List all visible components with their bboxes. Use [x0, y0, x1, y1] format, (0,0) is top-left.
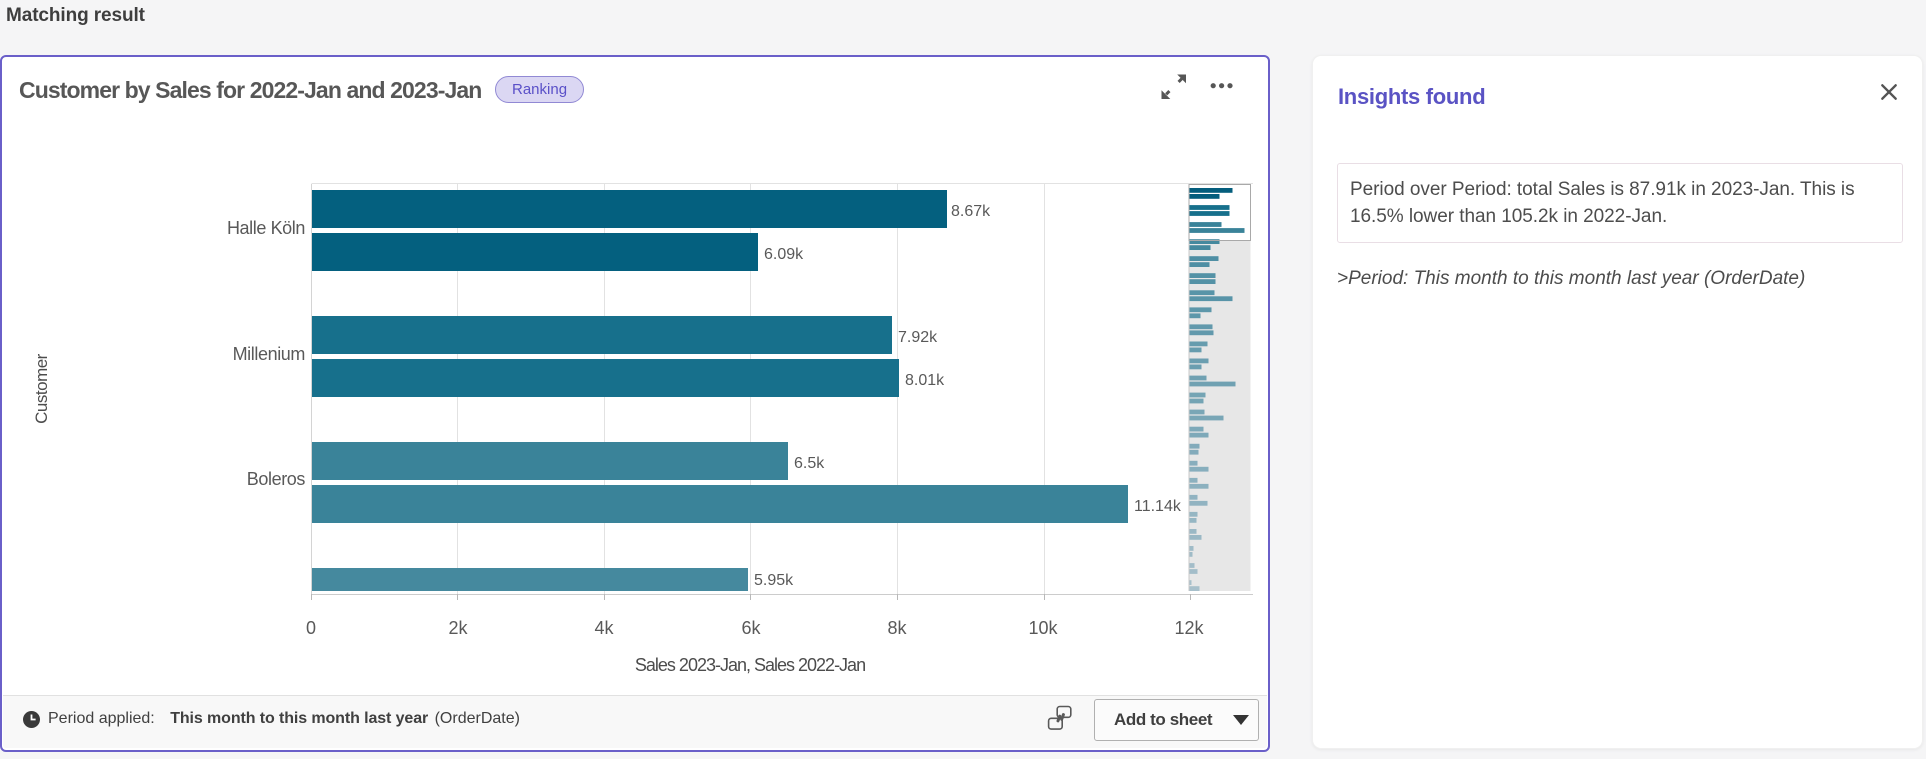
svg-text:10k: 10k — [1028, 618, 1058, 638]
svg-text:0: 0 — [306, 618, 316, 638]
svg-text:7.92k: 7.92k — [898, 329, 938, 346]
svg-text:Millenium: Millenium — [233, 344, 305, 364]
svg-text:5.95k: 5.95k — [754, 572, 794, 589]
svg-text:6.09k: 6.09k — [764, 246, 804, 263]
svg-text:Customer: Customer — [32, 353, 51, 424]
svg-text:6k: 6k — [741, 618, 761, 638]
svg-text:Halle Köln: Halle Köln — [227, 218, 305, 238]
svg-text:12k: 12k — [1174, 618, 1204, 638]
svg-text:Boleros: Boleros — [247, 469, 306, 489]
svg-text:6.5k: 6.5k — [794, 455, 825, 472]
svg-text:8.67k: 8.67k — [951, 203, 991, 220]
svg-text:Sales 2023-Jan, Sales 2022-Jan: Sales 2023-Jan, Sales 2022-Jan — [635, 655, 865, 675]
svg-text:8.01k: 8.01k — [905, 372, 945, 389]
svg-text:8k: 8k — [887, 618, 907, 638]
svg-text:2k: 2k — [448, 618, 468, 638]
svg-text:11.14k: 11.14k — [1134, 498, 1182, 515]
svg-text:4k: 4k — [594, 618, 614, 638]
